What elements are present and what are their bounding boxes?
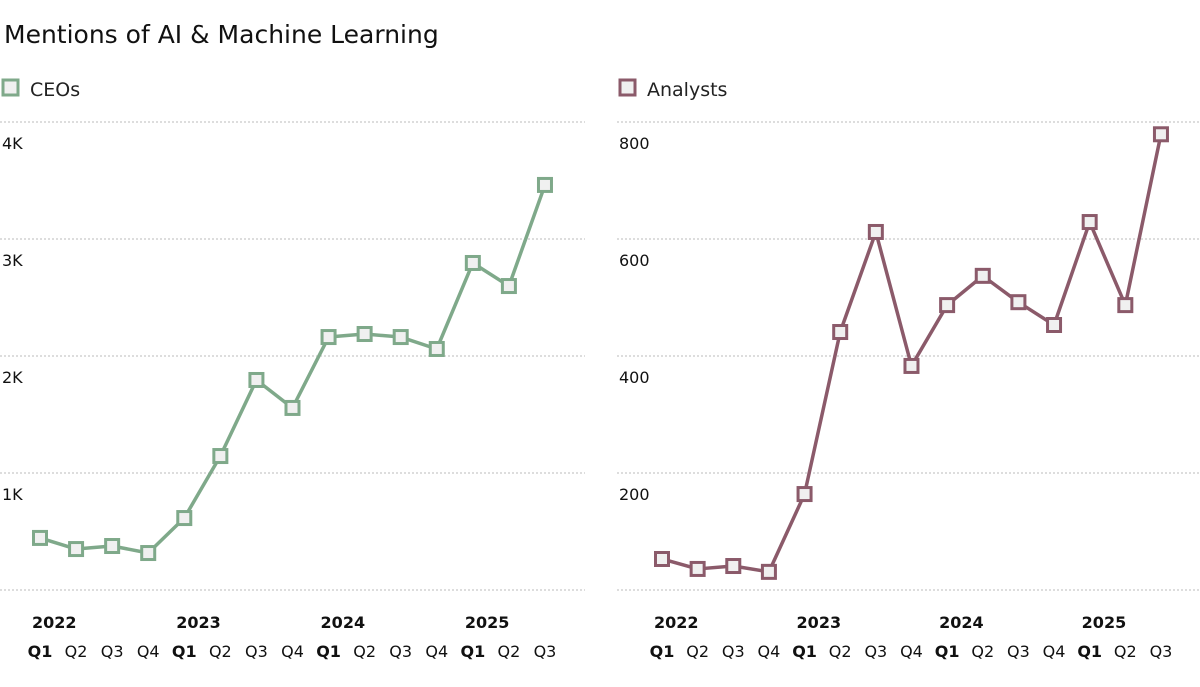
data-point: [725, 558, 742, 575]
data-point: [760, 563, 777, 580]
legend-label: Analysts: [647, 79, 727, 101]
x-quarter-label: Q2: [498, 642, 521, 661]
x-quarter-label: Q3: [1150, 642, 1173, 661]
x-year-label: 2024: [321, 613, 366, 632]
y-tick-label: 4K: [2, 134, 23, 153]
y-tick-label: 800: [619, 134, 650, 153]
data-point: [320, 329, 337, 346]
x-quarter-label: Q1: [460, 642, 485, 661]
data-point: [689, 560, 706, 577]
x-year-label: 2022: [654, 613, 699, 632]
y-tick-label: 400: [619, 368, 650, 387]
y-tick-label: 600: [619, 251, 650, 270]
x-quarter-label: Q2: [65, 642, 88, 661]
x-quarter-label: Q3: [864, 642, 887, 661]
y-tick-label: 200: [619, 485, 650, 504]
x-quarter-label: Q1: [172, 642, 197, 661]
data-point: [832, 324, 849, 341]
data-point: [140, 545, 157, 562]
x-quarter-label: Q4: [1043, 642, 1066, 661]
x-quarter-label: Q3: [534, 642, 557, 661]
legend-marker: [618, 78, 637, 97]
x-quarter-label: Q4: [758, 642, 781, 661]
x-year-label: 2023: [797, 613, 842, 632]
series-line: [39, 184, 547, 555]
data-point: [796, 486, 813, 503]
data-point: [248, 371, 265, 388]
data-point: [1117, 297, 1134, 314]
x-quarter-label: Q3: [101, 642, 124, 661]
data-point: [1046, 316, 1063, 333]
x-quarter-label: Q4: [281, 642, 304, 661]
data-point: [68, 541, 85, 558]
data-point: [1081, 214, 1098, 231]
data-point: [464, 254, 481, 271]
data-point: [536, 176, 553, 193]
series-line: [661, 133, 1163, 574]
x-year-label: 2023: [176, 613, 221, 632]
x-year-label: 2025: [1082, 613, 1127, 632]
x-quarter-label: Q1: [28, 642, 53, 661]
x-quarter-label: Q4: [137, 642, 160, 661]
data-point: [500, 278, 517, 295]
data-point: [654, 550, 670, 567]
x-quarter-label: Q1: [792, 642, 817, 661]
x-quarter-label: Q4: [425, 642, 448, 661]
x-year-label: 2024: [939, 613, 984, 632]
x-quarter-label: Q3: [389, 642, 412, 661]
data-point: [903, 357, 920, 374]
data-point: [32, 529, 48, 546]
data-point: [212, 448, 229, 465]
data-point: [284, 399, 301, 416]
x-quarter-label: Q2: [1114, 642, 1137, 661]
x-quarter-label: Q1: [650, 642, 675, 661]
x-year-label: 2022: [32, 613, 77, 632]
x-quarter-label: Q2: [209, 642, 232, 661]
x-quarter-label: Q3: [245, 642, 268, 661]
y-tick-label: 2K: [2, 368, 23, 387]
x-quarter-label: Q2: [971, 642, 994, 661]
legend-marker: [1, 78, 20, 97]
data-point: [428, 340, 445, 357]
data-point: [176, 510, 193, 527]
x-quarter-label: Q3: [1007, 642, 1030, 661]
chart-title: Mentions of AI & Machine Learning: [4, 20, 439, 49]
data-point: [939, 297, 956, 314]
x-year-label: 2025: [465, 613, 510, 632]
x-quarter-label: Q1: [316, 642, 341, 661]
data-point: [974, 267, 991, 284]
x-quarter-label: Q2: [353, 642, 376, 661]
x-quarter-label: Q3: [722, 642, 745, 661]
data-point: [1010, 294, 1027, 311]
data-point: [356, 326, 373, 343]
x-quarter-label: Q2: [686, 642, 709, 661]
y-tick-label: 3K: [2, 251, 23, 270]
x-quarter-label: Q1: [1077, 642, 1102, 661]
x-quarter-label: Q2: [829, 642, 852, 661]
y-tick-label: 1K: [2, 485, 23, 504]
x-quarter-label: Q4: [900, 642, 923, 661]
data-point: [104, 538, 121, 555]
x-quarter-label: Q1: [935, 642, 960, 661]
data-point: [392, 329, 409, 346]
data-point: [1152, 126, 1169, 143]
legend-label: CEOs: [30, 79, 80, 101]
data-point: [867, 223, 884, 240]
